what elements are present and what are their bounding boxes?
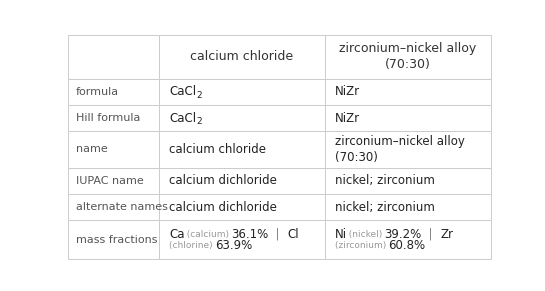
Bar [324, 220, 490, 259]
Text: NiZr: NiZr [335, 112, 360, 125]
Text: mass fractions: mass fractions [76, 235, 157, 245]
Text: |: | [268, 228, 287, 241]
Text: NiZr: NiZr [335, 85, 360, 98]
Text: 39.2%: 39.2% [384, 228, 421, 241]
Text: nickel; zirconium: nickel; zirconium [335, 174, 435, 187]
Text: (zirconium): (zirconium) [335, 241, 388, 250]
Text: 2: 2 [197, 91, 202, 100]
Bar [68, 194, 159, 220]
Text: calcium chloride: calcium chloride [169, 143, 267, 156]
Text: zirconium–nickel alloy
(70:30): zirconium–nickel alloy (70:30) [339, 42, 476, 71]
Text: Ni: Ni [335, 228, 347, 241]
Text: 63.9%: 63.9% [215, 239, 252, 252]
Bar [68, 79, 159, 105]
Text: name: name [76, 144, 107, 155]
Text: Ca: Ca [169, 228, 185, 241]
Text: CaCl: CaCl [169, 112, 197, 125]
Text: |: | [421, 228, 440, 241]
Text: 60.8%: 60.8% [388, 239, 425, 252]
Text: nickel; zirconium: nickel; zirconium [335, 200, 435, 214]
Bar [68, 35, 159, 79]
Bar [324, 194, 490, 220]
Text: formula: formula [76, 87, 119, 97]
Bar [68, 220, 159, 259]
Bar [159, 220, 324, 259]
Text: zirconium–nickel alloy
(70:30): zirconium–nickel alloy (70:30) [335, 135, 465, 164]
Bar [324, 35, 490, 79]
Bar [159, 79, 324, 105]
Bar [159, 35, 324, 79]
Text: calcium dichloride: calcium dichloride [169, 174, 277, 187]
Text: calcium chloride: calcium chloride [190, 50, 293, 63]
Text: 36.1%: 36.1% [231, 228, 268, 241]
Text: CaCl: CaCl [169, 85, 197, 98]
Text: Zr: Zr [440, 228, 453, 241]
Text: Cl: Cl [287, 228, 299, 241]
Text: alternate names: alternate names [76, 202, 168, 212]
Text: IUPAC name: IUPAC name [76, 176, 143, 186]
Text: (calcium): (calcium) [185, 230, 231, 239]
Bar [159, 194, 324, 220]
Text: (nickel): (nickel) [347, 230, 384, 239]
Text: Hill formula: Hill formula [76, 113, 140, 123]
Bar [68, 131, 159, 168]
Text: calcium dichloride: calcium dichloride [169, 200, 277, 214]
Bar [324, 105, 490, 131]
Bar [159, 168, 324, 194]
Bar [159, 131, 324, 168]
Bar [159, 105, 324, 131]
Text: 2: 2 [197, 117, 202, 126]
Bar [68, 168, 159, 194]
Bar [68, 105, 159, 131]
Bar [324, 168, 490, 194]
Bar [324, 79, 490, 105]
Text: (chlorine): (chlorine) [169, 241, 215, 250]
Bar [324, 131, 490, 168]
